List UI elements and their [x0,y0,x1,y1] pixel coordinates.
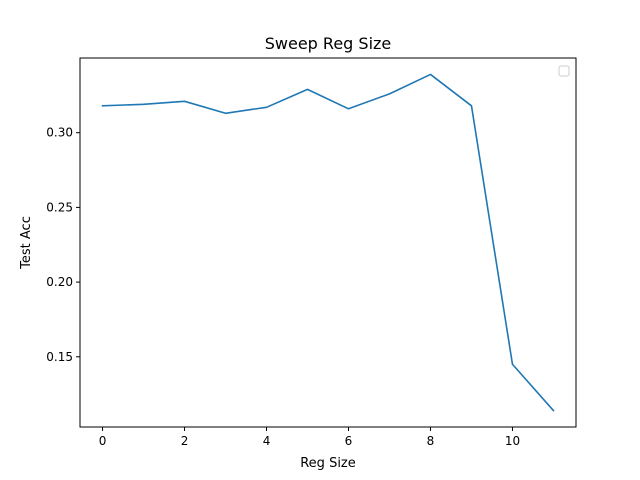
x-tick-label: 8 [427,434,435,448]
x-tick-label: 6 [345,434,353,448]
y-axis-label: Test Acc [19,216,34,270]
plot-frame [79,57,577,428]
x-axis-label: Reg Size [300,456,356,471]
x-tick-label: 2 [181,434,189,448]
chart-title: Sweep Reg Size [265,34,392,53]
y-tick-label: 0.25 [46,200,73,214]
x-tick-label: 10 [505,434,520,448]
plot-area: 0 2 4 6 8 10 0.15 0.20 0.25 0.30 [46,73,555,448]
y-tick-label: 0.30 [46,126,73,140]
series-line [101,73,555,412]
legend-box [558,65,570,77]
x-tick-label: 4 [263,434,271,448]
x-tick-label: 0 [99,434,107,448]
y-tick-label: 0.20 [46,275,73,289]
y-tick-label: 0.15 [46,350,73,364]
